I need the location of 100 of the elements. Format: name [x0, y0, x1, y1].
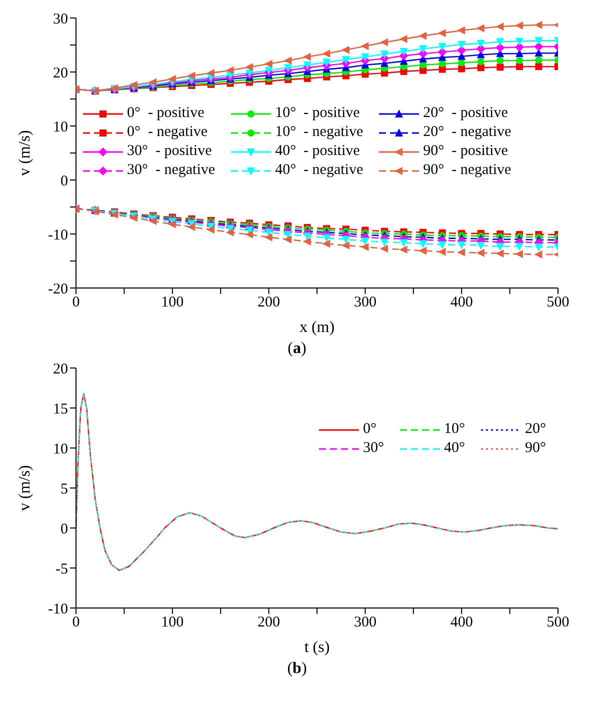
legend-label: 10° - negative — [275, 124, 364, 141]
legend-label: 10° - positive — [275, 105, 360, 122]
y-tick-label: -20 — [48, 281, 68, 298]
x-tick-label: 100 — [161, 614, 184, 631]
point — [322, 58, 331, 67]
point — [226, 228, 234, 236]
point — [303, 61, 312, 70]
x-tick-label: 0 — [72, 614, 80, 631]
point — [342, 56, 350, 64]
point — [245, 230, 254, 239]
point — [341, 46, 350, 54]
legend-label: 30° — [363, 440, 384, 457]
point — [380, 238, 388, 247]
point — [264, 66, 273, 75]
point — [284, 235, 292, 244]
legend-label: 10° — [444, 421, 465, 438]
y-tick-label: 10 — [53, 119, 68, 136]
point — [496, 242, 504, 251]
x-tick-label: 400 — [450, 614, 473, 631]
legend-label: 90° - positive — [423, 143, 508, 160]
point — [534, 21, 542, 30]
point — [438, 60, 446, 68]
point — [264, 60, 272, 68]
point — [458, 59, 466, 66]
point — [400, 239, 408, 248]
text: (a) — [288, 340, 306, 357]
point — [476, 248, 484, 257]
point — [380, 50, 388, 59]
point — [245, 63, 254, 72]
point — [148, 78, 157, 86]
y-tick-label: 0 — [60, 521, 68, 538]
x-axis-title: x (m) — [299, 319, 335, 336]
point — [168, 75, 176, 84]
point — [534, 243, 543, 252]
legend-label: 20° - positive — [423, 105, 508, 122]
point — [438, 29, 446, 38]
legend-label: 0° - positive — [127, 105, 204, 122]
legend-label: 90° - negative — [423, 162, 512, 179]
point — [322, 50, 330, 58]
point — [496, 43, 505, 52]
point — [206, 226, 214, 234]
point — [419, 240, 428, 248]
point — [496, 249, 504, 258]
point — [380, 244, 388, 253]
y-tick-label: -10 — [48, 601, 68, 618]
point — [342, 236, 350, 244]
point — [516, 57, 523, 64]
point — [496, 57, 504, 64]
legend-label: 40° - negative — [275, 162, 364, 179]
y-tick-label: 15 — [53, 401, 68, 418]
point — [516, 63, 523, 70]
x-tick-label: 500 — [546, 294, 570, 311]
x-tick-label: 300 — [354, 614, 376, 631]
point — [284, 64, 292, 72]
x-tick-label: 200 — [258, 614, 280, 631]
point — [418, 32, 427, 40]
legend-label: 0° - negative — [127, 124, 208, 141]
legend-label: 30° - negative — [127, 162, 216, 179]
point — [360, 42, 369, 50]
x-tick-label: 100 — [161, 294, 184, 311]
point — [438, 241, 446, 250]
point — [514, 42, 524, 52]
point — [187, 72, 196, 80]
y-tick-label: 0 — [60, 173, 68, 190]
point — [322, 234, 331, 242]
point — [477, 58, 484, 66]
point — [322, 240, 330, 248]
point — [477, 64, 484, 72]
legend-label: 90° — [525, 440, 546, 457]
y-axis-title: v (m/s) — [16, 130, 34, 176]
x-tick-label: 400 — [450, 294, 473, 311]
y-tick-label: -5 — [56, 561, 68, 578]
point — [476, 242, 485, 250]
x-tick-label: 0 — [72, 294, 80, 311]
point — [264, 233, 272, 242]
y-tick-label: 30 — [53, 11, 68, 28]
point — [206, 69, 214, 78]
point — [458, 65, 466, 72]
text: (b) — [287, 660, 307, 677]
point — [399, 246, 408, 254]
point — [187, 222, 196, 231]
point — [438, 248, 446, 256]
x-tick-label: 300 — [354, 294, 376, 311]
y-tick-label: 5 — [60, 481, 68, 498]
x-tick-label: 200 — [258, 294, 280, 311]
point — [515, 242, 524, 251]
y-tick-label: 10 — [53, 441, 68, 458]
point — [341, 241, 350, 250]
point — [302, 52, 311, 61]
point — [458, 241, 466, 250]
point — [458, 40, 466, 49]
point — [535, 56, 542, 64]
point — [438, 43, 446, 52]
point — [476, 44, 486, 54]
y-tick-label: 20 — [53, 361, 68, 378]
point — [496, 22, 504, 31]
legend-label: 20° — [525, 421, 546, 438]
point — [302, 238, 311, 246]
point — [226, 66, 234, 74]
y-tick-label: 20 — [53, 65, 68, 82]
